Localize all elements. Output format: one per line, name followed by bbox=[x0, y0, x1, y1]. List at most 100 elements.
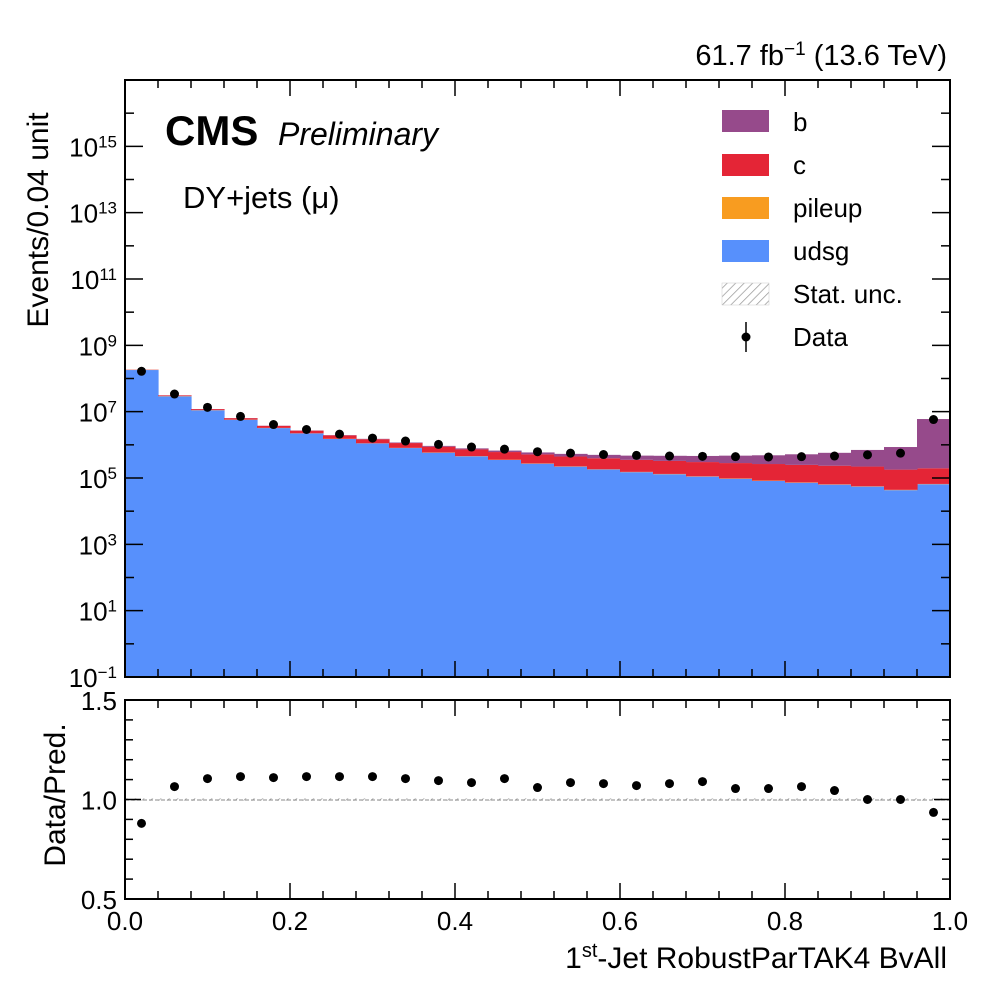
ratio-uncertainty-band bbox=[125, 798, 950, 801]
ratio-point bbox=[533, 783, 542, 793]
ratio-point bbox=[269, 773, 278, 783]
ratio-point bbox=[731, 784, 740, 794]
bar-c bbox=[587, 458, 621, 470]
ratio-point bbox=[764, 784, 773, 794]
main-axis-ticks bbox=[124, 80, 951, 678]
bar-udsg bbox=[224, 419, 258, 677]
data-point bbox=[203, 402, 212, 412]
legend-data-marker bbox=[741, 332, 751, 342]
bar-udsg bbox=[488, 459, 522, 677]
ratio-points bbox=[137, 772, 938, 828]
bar-c bbox=[653, 460, 687, 474]
bar-udsg bbox=[290, 433, 324, 677]
data-points bbox=[137, 366, 938, 462]
y-tick-label: 1015 bbox=[69, 132, 117, 163]
bar-c bbox=[851, 466, 885, 487]
bar-c bbox=[521, 454, 555, 464]
ratio-point bbox=[599, 779, 608, 789]
bar-udsg bbox=[851, 486, 885, 677]
bar-udsg bbox=[257, 428, 291, 677]
ratio-point bbox=[467, 778, 476, 788]
ratio-point bbox=[500, 774, 509, 784]
data-point bbox=[434, 439, 443, 449]
data-point bbox=[797, 452, 806, 462]
bar-udsg bbox=[389, 448, 423, 677]
ratio-tick-label: 1.5 bbox=[81, 686, 117, 716]
bar-udsg bbox=[620, 472, 654, 677]
ratio-tick-labels: 0.5 1.0 1.5 bbox=[81, 686, 117, 915]
x-tick-label: 0.0 bbox=[107, 906, 143, 936]
data-point bbox=[698, 451, 707, 461]
ratio-point bbox=[434, 776, 443, 786]
y-tick-label: 10−1 bbox=[69, 663, 117, 694]
ratio-point bbox=[830, 786, 839, 796]
legend-label-c: c bbox=[793, 150, 806, 180]
bar-b bbox=[884, 447, 918, 470]
legend-swatch-udsg bbox=[722, 240, 769, 262]
bar-c bbox=[785, 464, 819, 483]
y-axis-label: Events/0.04 unit bbox=[22, 112, 55, 328]
ratio-point bbox=[236, 772, 245, 782]
ratio-point bbox=[863, 795, 872, 804]
legend-label-udsg: udsg bbox=[793, 236, 849, 266]
y-tick-label: 101 bbox=[79, 596, 117, 627]
ratio-point bbox=[368, 772, 377, 782]
bar-udsg bbox=[785, 482, 819, 677]
data-point bbox=[335, 429, 344, 439]
ratio-tick-label: 0.5 bbox=[81, 885, 117, 915]
bar-udsg bbox=[653, 474, 687, 677]
ratio-point bbox=[170, 782, 179, 792]
bar-c bbox=[686, 462, 720, 477]
ratio-unc-band bbox=[125, 798, 950, 801]
ratio-point bbox=[335, 772, 344, 782]
data-point bbox=[368, 433, 377, 443]
x-tick-label: 0.6 bbox=[602, 906, 638, 936]
bar-udsg bbox=[521, 463, 555, 677]
legend-label-b: b bbox=[793, 107, 807, 137]
data-point bbox=[566, 448, 575, 458]
bar-udsg bbox=[455, 456, 489, 677]
data-point bbox=[137, 366, 146, 376]
legend-swatch-unc bbox=[721, 282, 770, 306]
bar-udsg bbox=[356, 443, 390, 677]
bar-c bbox=[818, 465, 852, 485]
legend-label-pileup: pileup bbox=[793, 193, 862, 223]
ratio-y-axis-label: Data/Pred. bbox=[39, 723, 72, 866]
y-tick-label: 103 bbox=[79, 530, 117, 561]
ratio-point bbox=[698, 777, 707, 787]
legend-label-unc: Stat. unc. bbox=[793, 279, 903, 309]
bar-udsg bbox=[884, 490, 918, 677]
stacked-histogram bbox=[125, 369, 950, 677]
bar-udsg bbox=[719, 478, 753, 677]
bar-udsg bbox=[686, 476, 720, 677]
data-point bbox=[863, 450, 872, 460]
legend-label-data: Data bbox=[793, 322, 848, 352]
bar-udsg bbox=[818, 484, 852, 677]
data-point bbox=[632, 450, 641, 460]
bar-b bbox=[917, 419, 950, 469]
ratio-point bbox=[896, 795, 905, 804]
y-tick-label: 107 bbox=[79, 397, 117, 428]
data-point bbox=[830, 451, 839, 461]
ratio-point bbox=[302, 772, 311, 782]
ratio-point bbox=[797, 782, 806, 792]
bar-c bbox=[752, 464, 786, 481]
bar-udsg bbox=[158, 396, 192, 677]
ratio-point bbox=[401, 774, 410, 784]
x-tick-labels: 0.0 0.2 0.4 0.6 0.8 1.0 bbox=[107, 906, 968, 936]
data-point bbox=[665, 451, 674, 461]
legend-swatch-pileup bbox=[722, 197, 769, 219]
cms-label: CMS bbox=[165, 107, 258, 154]
data-point bbox=[731, 452, 740, 462]
bar-udsg bbox=[125, 370, 159, 677]
y-tick-label: 105 bbox=[79, 464, 117, 495]
ratio-point bbox=[203, 774, 212, 784]
y-tick-label: 1013 bbox=[69, 198, 117, 229]
data-point bbox=[302, 424, 311, 434]
bar-c bbox=[455, 449, 489, 457]
legend-swatch-b bbox=[722, 110, 769, 132]
ratio-axis-ticks bbox=[124, 699, 951, 900]
ratio-point bbox=[566, 778, 575, 788]
ratio-point bbox=[929, 807, 938, 817]
